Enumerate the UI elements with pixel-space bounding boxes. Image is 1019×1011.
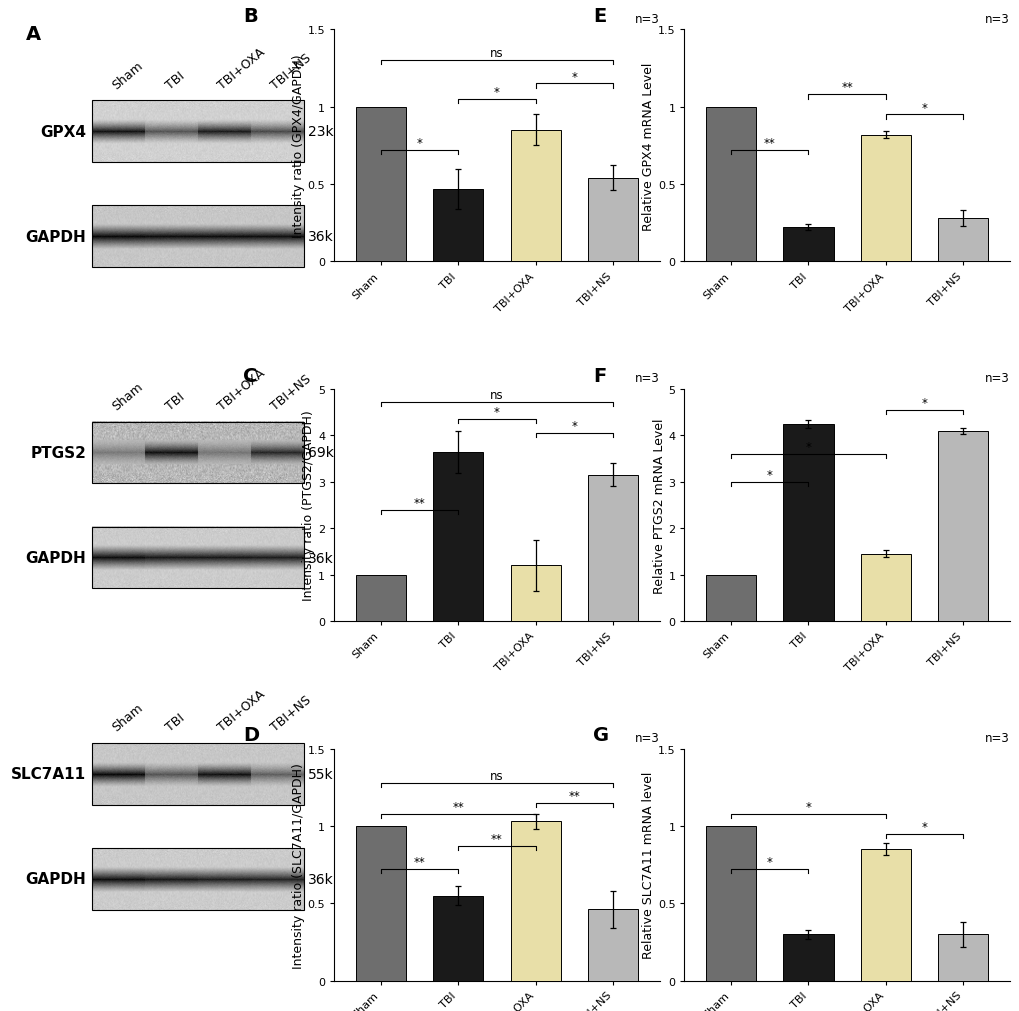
Bar [860, 135, 910, 262]
Text: PTGS2: PTGS2 [31, 446, 87, 461]
Text: *: * [571, 71, 577, 84]
Text: **: ** [568, 789, 580, 802]
Text: TBI: TBI [163, 711, 186, 734]
Bar [356, 107, 406, 262]
Bar [587, 475, 638, 622]
Text: **: ** [763, 136, 774, 150]
Text: TBI: TBI [163, 69, 186, 92]
Text: n=3: n=3 [984, 13, 1009, 25]
Text: G: G [593, 726, 609, 745]
Text: SLC7A11: SLC7A11 [11, 766, 87, 782]
Bar [783, 228, 833, 262]
Bar [511, 566, 560, 622]
Y-axis label: Relative SLC7A11 mRNA level: Relative SLC7A11 mRNA level [641, 771, 654, 958]
Text: Sham: Sham [110, 380, 146, 412]
Text: Sham: Sham [110, 59, 146, 92]
Bar [587, 179, 638, 262]
Text: TBI+NS: TBI+NS [269, 694, 314, 734]
Text: 36kDa: 36kDa [308, 871, 353, 886]
Bar [937, 934, 987, 981]
Bar [92, 848, 304, 910]
Text: GAPDH: GAPDH [25, 871, 87, 887]
Text: 36kDa: 36kDa [308, 231, 353, 244]
Bar [92, 206, 304, 268]
Bar [705, 826, 755, 981]
Text: **: ** [414, 496, 425, 510]
Text: B: B [243, 7, 258, 26]
Text: **: ** [490, 832, 502, 845]
Text: *: * [416, 136, 422, 150]
Text: TBI+NS: TBI+NS [269, 52, 314, 92]
Bar [356, 826, 406, 981]
Y-axis label: Relative PTGS2 mRNA Level: Relative PTGS2 mRNA Level [652, 418, 664, 593]
Text: *: * [921, 101, 926, 114]
Text: *: * [571, 420, 577, 433]
Text: n=3: n=3 [634, 372, 659, 385]
Text: TBI+OXA: TBI+OXA [216, 687, 268, 734]
Text: C: C [243, 366, 257, 385]
Text: n=3: n=3 [634, 731, 659, 744]
Bar [92, 527, 304, 588]
Bar [92, 423, 304, 484]
Bar [587, 910, 638, 981]
Text: TBI+OXA: TBI+OXA [216, 366, 268, 412]
Text: 55kDa: 55kDa [308, 767, 353, 780]
Bar [356, 575, 406, 622]
Text: E: E [593, 7, 606, 26]
Text: GAPDH: GAPDH [25, 550, 87, 565]
Text: TBI+NS: TBI+NS [269, 372, 314, 412]
Text: **: ** [414, 855, 425, 868]
Bar [92, 101, 304, 163]
Text: **: ** [841, 81, 852, 94]
Bar [937, 432, 987, 622]
Text: n=3: n=3 [984, 731, 1009, 744]
Text: *: * [766, 468, 771, 481]
Bar [860, 554, 910, 622]
Bar [433, 896, 483, 981]
Bar [705, 575, 755, 622]
Text: *: * [493, 86, 499, 99]
Text: D: D [243, 726, 259, 745]
Text: TBI: TBI [163, 390, 186, 412]
Text: 23kDa: 23kDa [308, 125, 353, 140]
Text: *: * [921, 820, 926, 833]
Bar [783, 425, 833, 622]
Y-axis label: Intensity ratio (SLC7A11/GAPDH): Intensity ratio (SLC7A11/GAPDH) [291, 762, 305, 968]
Text: *: * [921, 396, 926, 409]
Bar [705, 107, 755, 262]
Text: GPX4: GPX4 [41, 124, 87, 140]
Text: Sham: Sham [110, 701, 146, 734]
Text: F: F [593, 366, 606, 385]
Text: n=3: n=3 [984, 372, 1009, 385]
Text: *: * [766, 855, 771, 868]
Text: ns: ns [490, 48, 503, 61]
Text: *: * [493, 405, 499, 419]
Bar [511, 822, 560, 981]
Text: ns: ns [490, 769, 503, 782]
Text: GAPDH: GAPDH [25, 229, 87, 245]
Text: A: A [25, 25, 41, 44]
Text: *: * [805, 441, 810, 454]
Bar [937, 218, 987, 262]
Bar [783, 934, 833, 981]
Text: **: ** [451, 800, 464, 813]
Y-axis label: Intensity ratio (GPX4/GAPDH): Intensity ratio (GPX4/GAPDH) [291, 55, 305, 238]
Y-axis label: Relative GPX4 mRNA Level: Relative GPX4 mRNA Level [641, 62, 654, 231]
Bar [433, 452, 483, 622]
Text: 69kDa: 69kDa [308, 446, 353, 460]
Bar [92, 743, 304, 805]
Bar [433, 189, 483, 262]
Y-axis label: Intensity ratio (PTGS2/GAPDH): Intensity ratio (PTGS2/GAPDH) [302, 410, 315, 601]
Text: n=3: n=3 [634, 13, 659, 25]
Bar [860, 849, 910, 981]
Text: *: * [805, 800, 810, 813]
Text: ns: ns [490, 388, 503, 401]
Bar [511, 130, 560, 262]
Text: TBI+OXA: TBI+OXA [216, 45, 268, 92]
Text: 36kDa: 36kDa [308, 551, 353, 565]
